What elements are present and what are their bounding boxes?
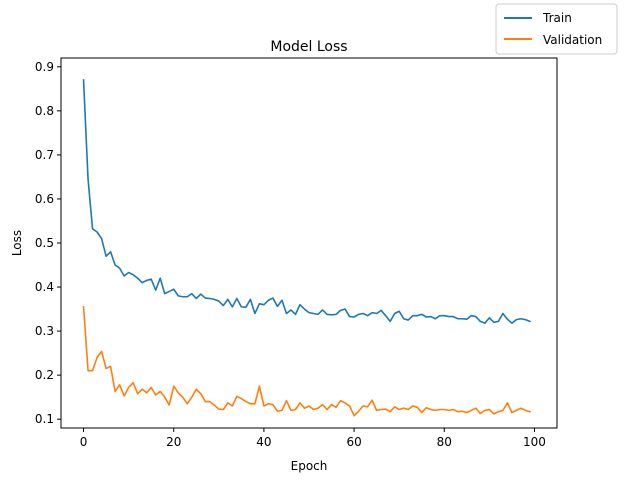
x-tick-label: 60: [346, 435, 361, 449]
y-tick-label: 0.6: [35, 192, 54, 206]
y-tick-label: 0.5: [35, 236, 54, 250]
x-tick-label: 100: [523, 435, 546, 449]
x-axis-label: Epoch: [291, 459, 328, 473]
legend-box: [495, 3, 618, 55]
y-tick-label: 0.9: [35, 60, 54, 74]
y-axis-label: Loss: [10, 230, 24, 256]
y-tick-label: 0.1: [35, 412, 54, 426]
x-tick-label: 40: [256, 435, 271, 449]
y-tick-label: 0.2: [35, 368, 54, 382]
chart-title: Model Loss: [270, 39, 347, 55]
y-tick-label: 0.8: [35, 104, 54, 118]
plot-lines: [82, 79, 531, 417]
x-tick-label: 0: [80, 435, 88, 449]
legend-train-label: Train: [542, 11, 572, 25]
y-tick-label: 0.4: [35, 280, 54, 294]
series-line-validation: [82, 306, 531, 417]
x-tick-label: 20: [166, 435, 181, 449]
series-line-train: [82, 79, 531, 324]
x-axis-ticks: 0 20 40 60 80 100: [80, 428, 546, 449]
y-axis-ticks: 0.1 0.2 0.3 0.4 0.5 0.6 0.7 0.8 0.9: [35, 60, 61, 426]
legend-validation-label: Validation: [543, 33, 602, 47]
y-tick-label: 0.3: [35, 324, 54, 338]
x-tick-label: 80: [437, 435, 452, 449]
plot-frame: [60, 57, 558, 429]
legend: Train Validation: [495, 3, 618, 55]
y-tick-label: 0.7: [35, 148, 54, 162]
